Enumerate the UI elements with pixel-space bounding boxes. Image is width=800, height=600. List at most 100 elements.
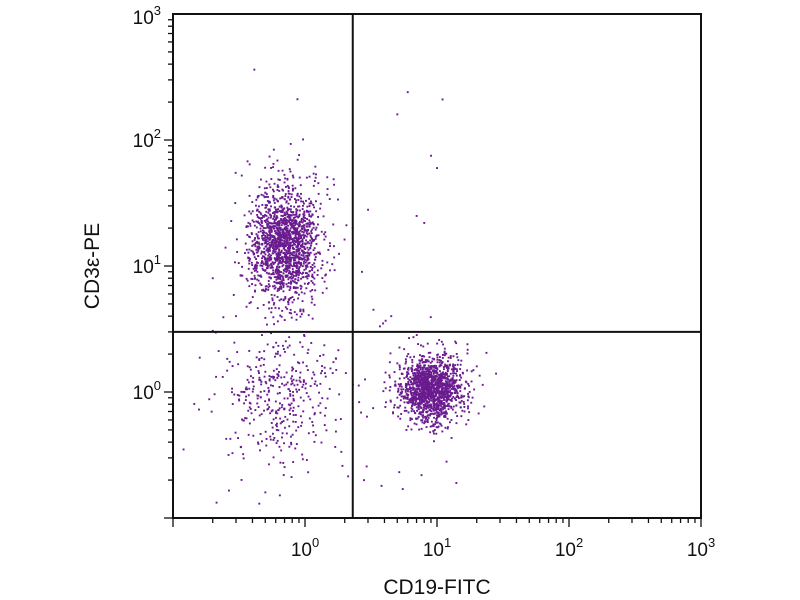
population-2-point <box>457 387 459 389</box>
population-2-point <box>431 394 434 397</box>
population-2-point <box>416 391 419 394</box>
population-3-point <box>299 341 302 344</box>
population-1-point <box>301 272 303 275</box>
population-3-point <box>313 373 316 376</box>
population-1-point <box>253 269 256 272</box>
population-1-point <box>279 237 282 240</box>
population-1-point <box>301 300 304 303</box>
y-axis-title: CD3ε-PE <box>81 223 104 309</box>
population-2-point <box>454 340 457 343</box>
population-1-point <box>295 232 297 234</box>
population-3-point <box>285 383 288 386</box>
population-2-point <box>430 387 433 390</box>
population-1-point <box>299 247 302 250</box>
population-1-point <box>280 214 283 217</box>
population-3-point <box>305 459 308 461</box>
population-2-point <box>412 399 415 402</box>
population-1-point <box>298 221 301 224</box>
population-3-point <box>331 372 334 374</box>
population-1-point <box>307 252 310 255</box>
population-1-point <box>276 269 279 272</box>
population-3-point <box>270 332 272 335</box>
population-2-point <box>467 395 470 398</box>
population-1-point <box>270 222 273 225</box>
population-2-point <box>409 356 412 359</box>
population-2-point <box>434 382 437 384</box>
population-2-point <box>413 379 415 381</box>
population-1-point <box>302 310 305 313</box>
population-1-point <box>265 180 268 183</box>
population-1-point <box>266 222 269 225</box>
x-tick-label: 101 <box>423 535 451 561</box>
population-1-point <box>254 245 257 248</box>
population-1-point <box>292 241 294 244</box>
population-2-point <box>426 359 429 362</box>
population-1-point <box>297 255 300 258</box>
population-1-point <box>245 226 248 228</box>
population-2-point <box>417 403 420 406</box>
population-1-point <box>289 262 292 265</box>
population-1-point <box>284 195 287 197</box>
population-2-point <box>413 376 416 379</box>
population-1-point <box>284 306 287 309</box>
population-3-point <box>262 363 265 366</box>
population-1-point <box>310 215 312 218</box>
population-1-point <box>303 210 306 213</box>
population-2-point <box>450 405 453 408</box>
population-1-point <box>281 239 284 242</box>
population-2-point <box>427 389 430 392</box>
population-2-point <box>407 366 410 369</box>
population-2-point <box>443 403 446 406</box>
population-2-point <box>443 365 446 368</box>
population-2-point <box>415 400 417 403</box>
population-1-point <box>251 250 254 253</box>
population-1-point <box>284 262 287 264</box>
population-1-point <box>291 220 293 222</box>
population-1-point <box>296 158 299 161</box>
population-2-point <box>434 412 437 415</box>
population-1-point <box>345 224 348 227</box>
population-1-point <box>285 249 288 252</box>
population-1-point <box>272 285 274 288</box>
population-1-point <box>324 231 327 234</box>
population-2-point <box>430 396 433 399</box>
population-2-point <box>455 353 458 355</box>
population-3-point <box>340 450 343 453</box>
population-2-point <box>400 391 403 394</box>
population-3-point <box>263 350 266 353</box>
population-2-point <box>423 400 425 403</box>
population-2-point <box>398 377 401 380</box>
population-2-point <box>421 358 424 360</box>
population-2-point <box>443 390 446 392</box>
population-1-point <box>308 270 311 273</box>
population-2-point <box>442 396 445 398</box>
population-2-point <box>422 345 425 348</box>
population-2-point <box>440 383 443 385</box>
population-3-point <box>289 413 291 415</box>
population-2-point <box>406 394 409 396</box>
population-1-point <box>309 266 312 268</box>
y-tick-label: 101 <box>133 252 161 278</box>
population-1-point <box>289 259 292 262</box>
population-1-point <box>270 277 272 280</box>
population-1-point <box>310 301 313 304</box>
population-2-point <box>426 401 428 403</box>
population-1-point <box>323 280 326 283</box>
population-1-point <box>283 252 286 255</box>
population-3-point <box>253 418 255 421</box>
population-2-point <box>438 339 441 341</box>
population-1-point <box>263 255 265 258</box>
population-3-point <box>289 407 292 410</box>
population-2-point <box>473 388 476 391</box>
population-1-point <box>308 232 311 235</box>
population-2-point <box>444 373 447 376</box>
population-3-point <box>215 501 218 504</box>
population-3-point <box>321 365 323 367</box>
population-2-point <box>439 375 442 378</box>
population-2-point <box>435 408 438 411</box>
population-1-point <box>277 228 280 231</box>
population-1-point <box>269 222 272 224</box>
population-1-point <box>279 242 282 244</box>
population-1-point <box>316 234 318 237</box>
population-1-point <box>266 258 268 261</box>
